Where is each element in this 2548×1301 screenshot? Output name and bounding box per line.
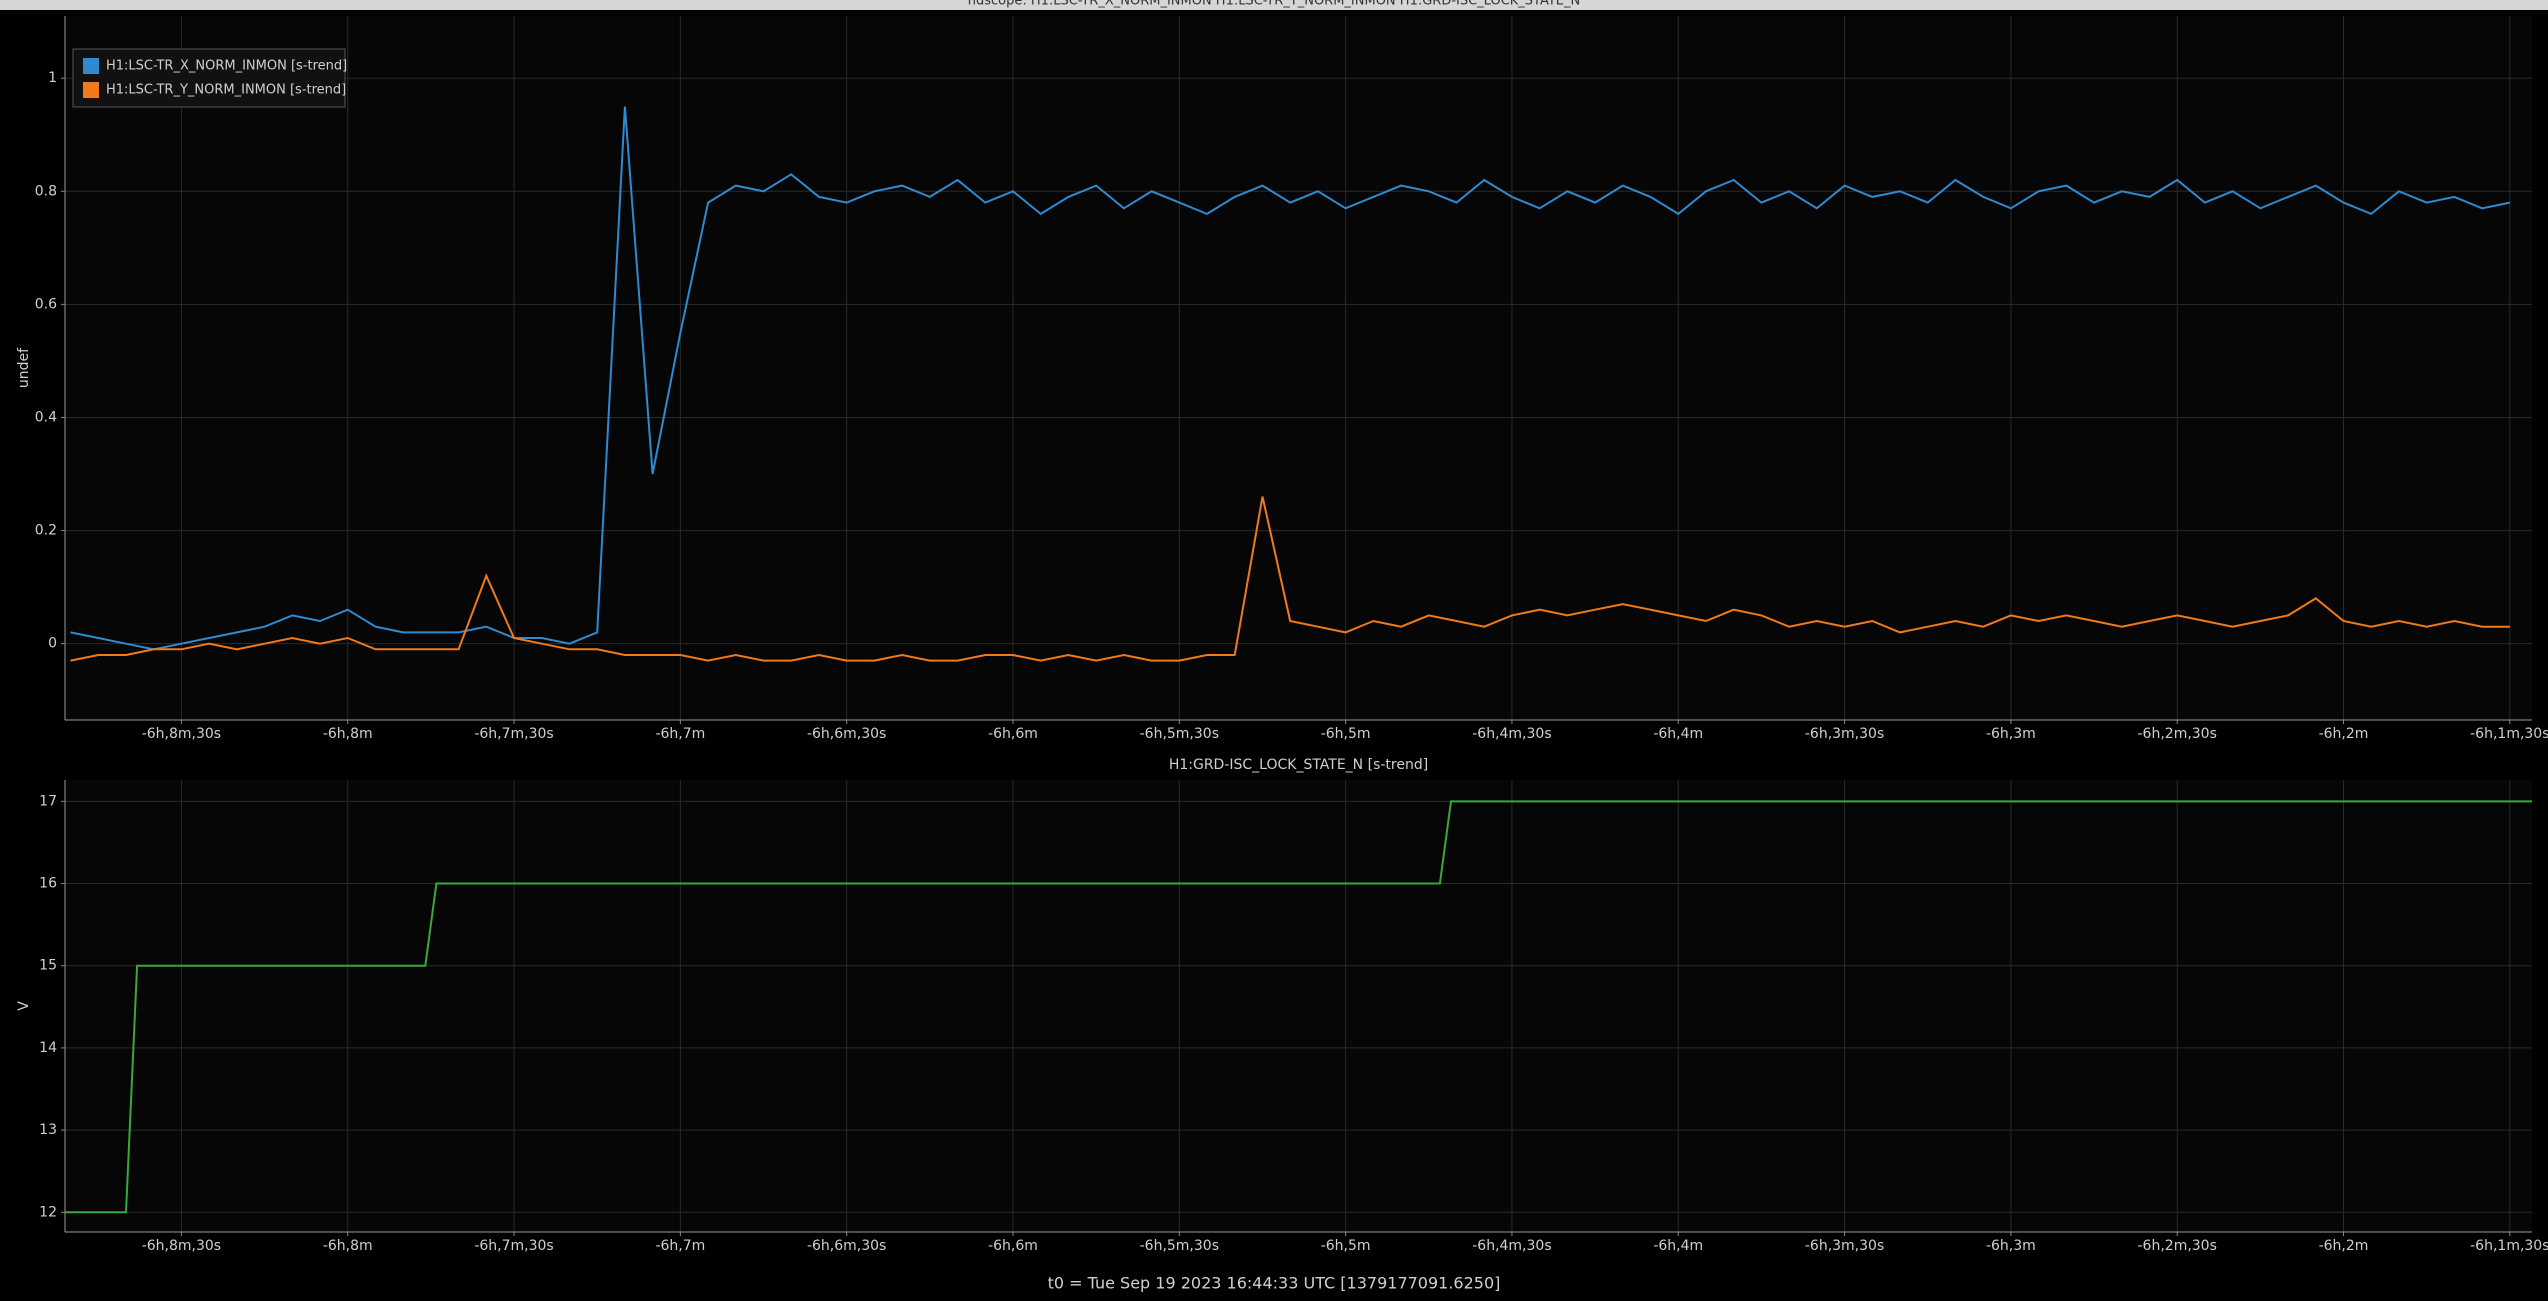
x-tick-label: -6h,6m xyxy=(988,726,1038,742)
x-tick-label: -6h,3m,30s xyxy=(1805,726,1884,742)
x-tick-label: -6h,8m,30s xyxy=(142,1238,221,1254)
x-tick-label: -6h,6m,30s xyxy=(807,726,886,742)
y-tick-label: 15 xyxy=(39,958,57,974)
x-tick-label: -6h,4m,30s xyxy=(1472,1238,1551,1254)
series-line xyxy=(70,106,2511,651)
legend-box xyxy=(72,48,346,108)
x-tick-label: -6h,2m xyxy=(2319,1238,2369,1254)
x-tick-label: -6h,3m xyxy=(1986,1238,2036,1254)
y-tick-label: 0.6 xyxy=(35,296,57,312)
y-axis-label: V xyxy=(16,1001,32,1011)
x-tick-label: -6h,5m,30s xyxy=(1140,726,1219,742)
x-tick-label: -6h,7m xyxy=(655,1238,705,1254)
title-bar: ndscope: H1:LSC-TR_X_NORM_INMON H1:LSC-T… xyxy=(0,0,2548,10)
y-tick-label: 0.8 xyxy=(35,183,57,199)
window-title: ndscope: H1:LSC-TR_X_NORM_INMON H1:LSC-T… xyxy=(968,0,1581,9)
y-tick-label: 14 xyxy=(39,1040,57,1056)
x-tick-label: -6h,4m xyxy=(1653,726,1703,742)
legend-label: H1:LSC-TR_X_NORM_INMON [s-trend] xyxy=(106,59,347,74)
plot-background xyxy=(65,16,2532,720)
plot: 0 0.2 0.4 0.6 0.8 1 -6h,8m,30s -6h,8m -6h,7m,30s… xyxy=(16,16,2548,742)
plot: 12 13 14 15 16 17 -6h,8m,30s -6h,8m -6h,7m,30s -6… xyxy=(16,757,2548,1254)
x-tick-label: -6h,2m xyxy=(2319,726,2369,742)
plot-background xyxy=(65,780,2532,1232)
x-tick-label: -6h,8m,30s xyxy=(142,726,221,742)
x-tick-label: -6h,1m,30s xyxy=(2470,1238,2548,1254)
y-axis-label: undef xyxy=(16,347,32,388)
x-tick-label: -6h,7m xyxy=(655,726,705,742)
title-bar-bg xyxy=(0,0,2548,10)
y-tick-label: 12 xyxy=(39,1204,57,1220)
legend-swatch xyxy=(83,58,99,74)
x-tick-label: -6h,2m,30s xyxy=(2138,726,2217,742)
x-tick-label: -6h,5m xyxy=(1321,1238,1371,1254)
plot-title: H1:GRD-ISC_LOCK_STATE_N [s-trend] xyxy=(1169,757,1428,773)
t0-footer: t0 = Tue Sep 19 2023 16:44:33 UTC [13791… xyxy=(1048,1274,1501,1293)
series-line xyxy=(70,496,2510,662)
legend-label: H1:LSC-TR_Y_NORM_INMON [s-trend] xyxy=(106,83,346,98)
y-tick-label: 1 xyxy=(48,70,57,86)
y-tick-label: 17 xyxy=(39,793,57,809)
x-tick-label: -6h,3m xyxy=(1986,726,2036,742)
x-tick-label: -6h,2m,30s xyxy=(2138,1238,2217,1254)
x-tick-label: -6h,3m,30s xyxy=(1805,1238,1884,1254)
x-tick-label: -6h,5m,30s xyxy=(1140,1238,1219,1254)
y-tick-label: 0.2 xyxy=(35,523,57,539)
x-tick-label: -6h,1m,30s xyxy=(2470,726,2548,742)
y-tick-label: 13 xyxy=(39,1122,57,1138)
y-tick-label: 0.4 xyxy=(35,409,57,425)
x-tick-label: -6h,4m xyxy=(1653,1238,1703,1254)
y-tick-label: 0 xyxy=(48,636,57,652)
legend-swatch xyxy=(83,82,99,98)
series-line xyxy=(65,800,2532,1214)
x-tick-label: -6h,7m,30s xyxy=(474,726,553,742)
x-tick-label: -6h,8m xyxy=(323,1238,373,1254)
x-tick-label: -6h,7m,30s xyxy=(474,1238,553,1254)
y-tick-label: 16 xyxy=(39,876,57,892)
x-tick-label: -6h,5m xyxy=(1321,726,1371,742)
x-tick-label: -6h,6m,30s xyxy=(807,1238,886,1254)
x-tick-label: -6h,6m xyxy=(988,1238,1038,1254)
x-tick-label: -6h,4m,30s xyxy=(1472,726,1551,742)
x-tick-label: -6h,8m xyxy=(323,726,373,742)
